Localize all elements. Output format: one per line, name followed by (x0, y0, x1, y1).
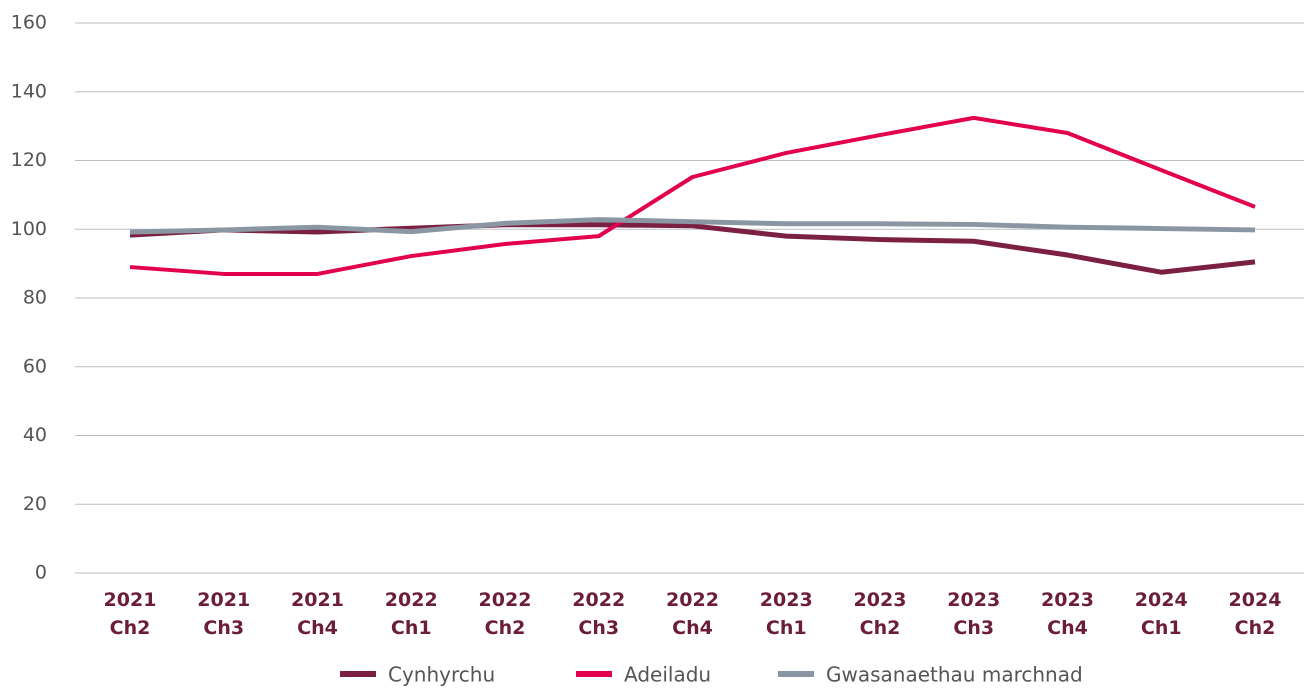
y-tick-label: 100 (11, 218, 47, 240)
legend-label: Gwasanaethau marchnad (826, 663, 1083, 687)
x-tick-label: 2022 Ch2 (479, 589, 532, 639)
series-line (129, 222, 1256, 275)
y-tick-label: 120 (11, 149, 47, 171)
x-tick-label: 2022 Ch4 (666, 589, 719, 639)
y-tick-label: 40 (23, 424, 47, 446)
y-tick-label: 80 (23, 287, 47, 309)
x-tick-label: 2023 Ch4 (1041, 589, 1094, 639)
y-tick-label: 20 (23, 493, 47, 515)
y-tick-label: 0 (35, 562, 47, 584)
legend-label: Adeiladu (624, 663, 711, 687)
x-tick-label: 2023 Ch2 (854, 589, 907, 639)
y-tick-label: 60 (23, 355, 47, 377)
series-line (129, 115, 1256, 276)
legend-label: Cynhyrchu (388, 663, 495, 687)
x-tick-label: 2022 Ch1 (385, 589, 438, 639)
x-tick-label: 2024 Ch2 (1229, 589, 1282, 639)
x-tick-label: 2021 Ch3 (197, 589, 250, 639)
y-tick-label: 140 (11, 80, 47, 102)
x-tick-label: 2024 Ch1 (1135, 589, 1188, 639)
series-line (129, 217, 1256, 235)
x-tick-label: 2023 Ch3 (947, 589, 1000, 639)
y-tick-label: 160 (11, 12, 47, 34)
x-tick-label: 2022 Ch3 (572, 589, 625, 639)
x-tick-label: 2023 Ch1 (760, 589, 813, 639)
x-tick-label: 2021 Ch2 (104, 589, 157, 639)
x-tick-label: 2021 Ch4 (291, 589, 344, 639)
